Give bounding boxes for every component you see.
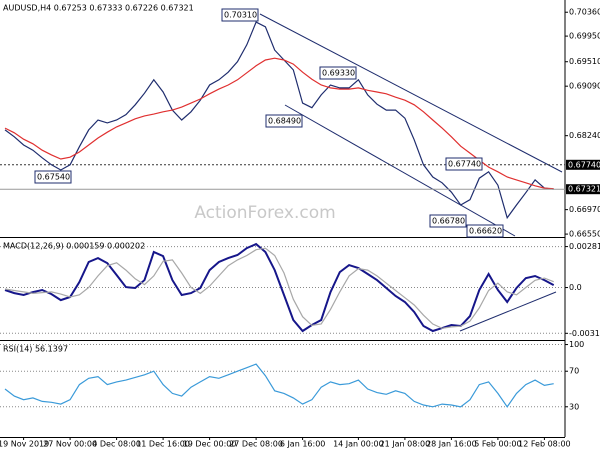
annotation: 0.66780 (432, 217, 465, 226)
annotation-box (319, 66, 357, 80)
annotation-box (265, 114, 303, 128)
annotation: 0.66620 (469, 227, 502, 236)
panel-title: MACD(12,26,9) 0.000159 0.000202 (3, 242, 145, 251)
y-tick-label: 0.69510 (569, 57, 600, 66)
y-tick-label: 0.0 (569, 283, 582, 292)
annotation: 0.67540 (37, 173, 70, 182)
series-line (4, 57, 554, 190)
trend-line (459, 291, 557, 332)
x-tick-label: 6 Jan 16:00 (280, 440, 326, 449)
level-box (566, 159, 600, 170)
last-price-box (566, 184, 600, 195)
y-tick-label: 30 (569, 402, 579, 411)
last-price-label: 0.67321 (568, 185, 600, 194)
series-line (4, 363, 554, 408)
x-tick-label: 19 Nov 2019 (0, 440, 49, 449)
channel-line (259, 13, 563, 173)
x-tick-label: 5 Feb 00:00 (474, 440, 521, 449)
annotation: 0.69330 (322, 69, 355, 78)
x-tick-label: 28 Jan 16:00 (426, 440, 477, 449)
panel-title: AUDUSD,H4 0.67253 0.67333 0.67226 0.6732… (3, 4, 194, 13)
y-tick-label: 70 (569, 367, 579, 376)
y-tick-label: 0.68240 (569, 131, 600, 140)
annotation-box (466, 224, 504, 238)
y-tick-label: 0.69090 (569, 82, 600, 91)
x-tick-label: 19 Dec 00:00 (183, 440, 237, 449)
y-tick-label: -0.003141 (569, 329, 600, 338)
x-tick-label: 4 Dec 08:00 (92, 440, 141, 449)
y-tick-label: 0.66970 (569, 205, 600, 214)
panel-title: RSI(14) 56.1397 (3, 345, 68, 354)
x-tick-label: 27 Nov 00:00 (43, 440, 97, 449)
annotation-box (34, 170, 72, 184)
annotation: 0.67740 (448, 160, 481, 169)
x-tick-label: 21 Jan 08:00 (380, 440, 431, 449)
level-label: 0.67740 (568, 160, 600, 169)
series-line (4, 242, 555, 333)
series-line (4, 21, 554, 220)
x-tick-label: 27 Dec 08:00 (229, 440, 283, 449)
x-tick-label: 11 Dec 16:00 (136, 440, 190, 449)
y-tick-label: 0.69950 (569, 32, 600, 41)
series-line (4, 247, 554, 329)
annotation: 0.70310 (224, 11, 257, 20)
annotation: 0.68490 (268, 117, 301, 126)
x-tick-label: 12 Feb 08:00 (518, 440, 570, 449)
annotation-box (221, 8, 259, 22)
channel-line (284, 104, 516, 237)
y-tick-label: 0.70360 (569, 8, 600, 17)
y-tick-label: 0.002811 (569, 242, 600, 251)
y-tick-label: 0.66550 (569, 230, 600, 239)
watermark: ActionForex.com (194, 203, 335, 223)
annotation-box (429, 214, 467, 228)
annotation-box (445, 157, 483, 171)
y-tick-label: 100 (569, 340, 584, 349)
x-tick-label: 14 Jan 00:00 (333, 440, 384, 449)
